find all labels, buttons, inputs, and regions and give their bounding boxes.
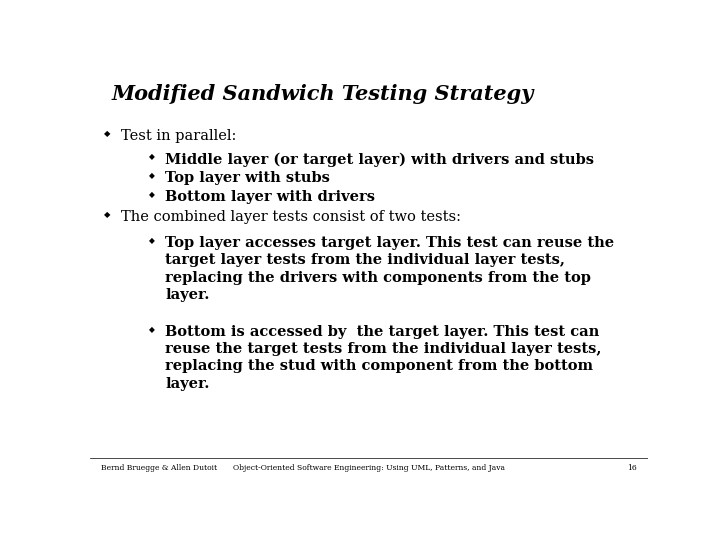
Text: ◆: ◆: [148, 190, 155, 199]
Text: Object-Oriented Software Engineering: Using UML, Patterns, and Java: Object-Oriented Software Engineering: Us…: [233, 464, 505, 472]
Text: 16: 16: [627, 464, 637, 472]
Text: ◆: ◆: [148, 152, 155, 161]
Text: Top layer with stubs: Top layer with stubs: [166, 171, 330, 185]
Text: Test in parallel:: Test in parallel:: [121, 129, 236, 143]
Text: ◆: ◆: [148, 236, 155, 245]
Text: Middle layer (or target layer) with drivers and stubs: Middle layer (or target layer) with driv…: [166, 152, 594, 166]
Text: Bernd Bruegge & Allen Dutoit: Bernd Bruegge & Allen Dutoit: [101, 464, 217, 472]
Text: Top layer accesses target layer. This test can reuse the
target layer tests from: Top layer accesses target layer. This te…: [166, 236, 614, 302]
Text: ◆: ◆: [104, 210, 110, 219]
Text: ◆: ◆: [148, 325, 155, 334]
Text: Modified Sandwich Testing Strategy: Modified Sandwich Testing Strategy: [111, 84, 534, 104]
Text: Bottom layer with drivers: Bottom layer with drivers: [166, 190, 375, 204]
Text: The combined layer tests consist of two tests:: The combined layer tests consist of two …: [121, 210, 461, 224]
Text: ◆: ◆: [104, 129, 110, 138]
Text: Bottom is accessed by  the target layer. This test can
reuse the target tests fr: Bottom is accessed by the target layer. …: [166, 325, 602, 390]
Text: ◆: ◆: [148, 171, 155, 180]
